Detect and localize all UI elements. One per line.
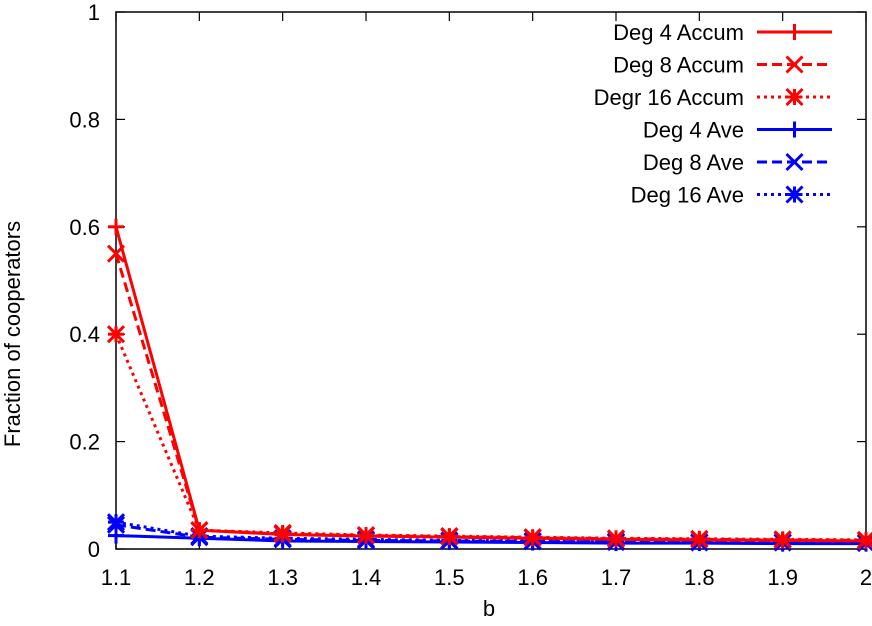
data-point: [106, 325, 126, 344]
x-tick-label: 1.1: [101, 565, 132, 590]
y-tick-label: 0.4: [69, 322, 100, 347]
legend-marker: [785, 87, 804, 107]
y-tick-label: 0.2: [69, 430, 100, 455]
data-point: [273, 523, 292, 542]
legend-marker: [786, 121, 803, 138]
data-point: [106, 244, 126, 263]
x-tick-label: 1.6: [517, 565, 548, 590]
data-point: [856, 530, 872, 549]
data-point: [773, 530, 792, 549]
data-point: [190, 521, 209, 540]
series-deg-8-accum: [106, 244, 872, 550]
data-point: [440, 527, 459, 546]
y-tick-label: 0: [88, 537, 100, 562]
series-degr-16-accum: [106, 325, 872, 549]
x-tick-label: 1.8: [684, 565, 715, 590]
series-line: [114, 333, 867, 542]
x-tick-label: 1.3: [267, 565, 298, 590]
axis-ticks: 0 0.2 0.4 0.6 0.8 1 1.1 1.2 1.3 1.4 1.5 1.6 1.7 1.8 1.…: [69, 0, 872, 590]
y-axis-label: Fraction of cooperators: [0, 221, 25, 447]
series-layer: [106, 218, 872, 553]
series-deg-4-accum: [108, 218, 872, 549]
data-point: [106, 513, 126, 532]
data-point: [108, 218, 124, 235]
x-axis-label: b: [483, 596, 495, 621]
series-line: [114, 226, 867, 543]
legend-marker: [785, 55, 804, 74]
legend-label: Deg 4 Accum: [613, 20, 744, 45]
x-tick-label: 1.7: [601, 565, 632, 590]
data-point: [108, 527, 124, 544]
legend-marker: [785, 152, 804, 172]
data-point: [690, 529, 709, 548]
legend-label: Degr 16 Accum: [594, 85, 744, 110]
legend-marker: [785, 185, 804, 204]
y-tick-label: 0.6: [69, 215, 100, 240]
legend: Deg 4 Accum Deg 8 Accum Degr 16 Accum Deg 4…: [594, 20, 832, 208]
series-line: [114, 253, 867, 542]
data-point: [523, 528, 542, 547]
series-deg-8-ave: [106, 515, 872, 553]
y-tick-label: 1: [88, 0, 100, 25]
data-point: [606, 529, 626, 548]
plot-area: [115, 11, 867, 550]
legend-label: Deg 8 Accum: [613, 53, 744, 78]
x-tick-label: 1.9: [767, 565, 798, 590]
legend-label: Deg 4 Ave: [643, 118, 744, 143]
x-tick-label: 1.5: [434, 565, 465, 590]
legend-label: Deg 16 Ave: [631, 183, 744, 208]
x-tick-label: 1.4: [351, 565, 382, 590]
x-tick-label: 1.2: [184, 565, 215, 590]
data-point: [356, 525, 376, 545]
legend-label: Deg 8 Ave: [643, 150, 744, 175]
plot-frame: [115, 11, 867, 550]
legend-marker: [786, 24, 803, 40]
x-tick-label: 2: [860, 565, 872, 590]
y-tick-label: 0.8: [69, 107, 100, 132]
series-line: [115, 520, 867, 545]
